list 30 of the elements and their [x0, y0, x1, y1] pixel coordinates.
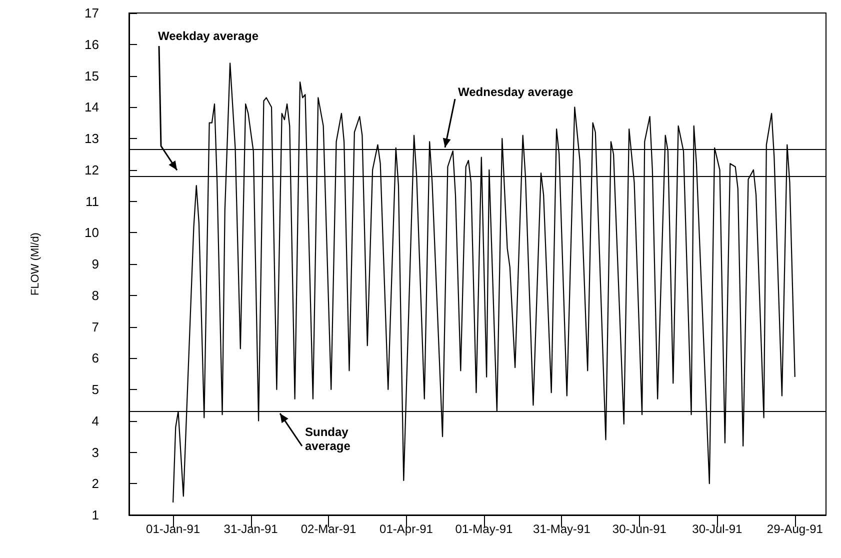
ref-line-label: Weekday average: [158, 29, 259, 43]
y-tick-label: 5: [92, 382, 99, 397]
y-tick-label: 11: [86, 194, 99, 209]
y-tick-label: 8: [92, 288, 99, 303]
x-tick-label: 02-Mar-91: [300, 522, 357, 536]
y-tick-label: 12: [84, 162, 99, 178]
y-tick-label: 6: [92, 350, 99, 366]
y-tick-label: 14: [84, 100, 99, 115]
y-tick-label: 16: [84, 36, 99, 52]
x-tick-label: 29-Aug-91: [766, 522, 824, 536]
x-tick-label: 31-May-91: [533, 522, 591, 536]
x-tick-label: 01-May-91: [455, 522, 513, 536]
y-axis-title: FLOW (Ml/d): [30, 232, 42, 296]
x-tick-label: 30-Jun-91: [612, 522, 667, 536]
x-tick-label: 01-Apr-91: [380, 522, 434, 536]
y-tick-label: 9: [92, 256, 99, 272]
y-tick-label: 2: [92, 476, 99, 492]
x-tick-label: 01-Jan-91: [146, 522, 200, 536]
ref-line-label: Sunday average: [305, 425, 352, 453]
y-tick-label: 17: [84, 6, 99, 20]
y-tick-label: 7: [92, 319, 99, 334]
y-tick-label: 1: [92, 508, 99, 522]
y-tick-label: 10: [84, 225, 99, 240]
y-tick-label: 15: [84, 68, 99, 84]
y-tick-label: 4: [92, 413, 99, 428]
ref-line-label: Wednesday average: [458, 85, 574, 99]
x-tick-label: 31-Jan-91: [224, 522, 278, 536]
y-tick-label: 13: [84, 131, 99, 146]
y-tick-label: 3: [92, 444, 99, 460]
x-tick-label: 30-Jul-91: [692, 522, 743, 536]
